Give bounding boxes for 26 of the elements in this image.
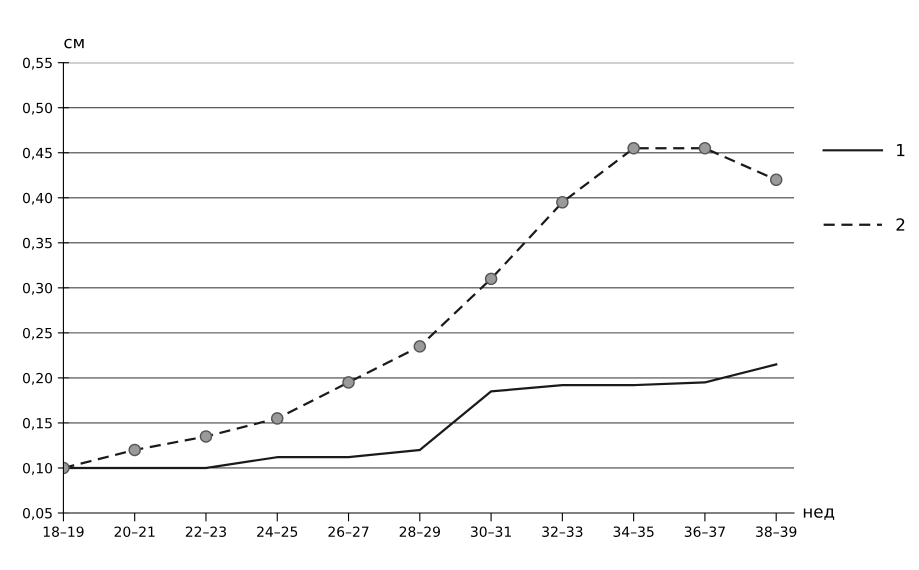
y-axis-title: см bbox=[64, 38, 84, 48]
y-tick-label: 0,40 bbox=[22, 192, 52, 205]
x-axis-title: нед bbox=[804, 508, 834, 520]
x-tick-label: 30–31 bbox=[470, 526, 511, 537]
y-tick-label: 0,35 bbox=[22, 238, 52, 250]
x-tick-label: 36–37 bbox=[684, 526, 725, 537]
y-tick-label: 0,25 bbox=[22, 328, 52, 340]
legend-label: 1 bbox=[897, 144, 904, 156]
x-tick-label: 28–29 bbox=[400, 526, 440, 537]
y-tick-label: 0,10 bbox=[22, 462, 52, 475]
y-tick-label: 0,45 bbox=[22, 148, 52, 160]
y-tick-label: 0,55 bbox=[22, 58, 52, 70]
y-tick-label: 0,20 bbox=[22, 372, 52, 385]
x-tick-label: 22–23 bbox=[186, 526, 226, 537]
y-tick-label: 0,05 bbox=[22, 508, 52, 520]
x-tick-label: 18–19 bbox=[44, 526, 84, 537]
x-tick-label: 20–21 bbox=[114, 526, 155, 537]
x-tick-label: 38–39 bbox=[756, 526, 796, 537]
legend-label: 2 bbox=[896, 218, 904, 231]
x-tick-label: 32–33 bbox=[542, 526, 582, 537]
y-tick-label: 0,15 bbox=[22, 418, 52, 430]
x-tick-label: 26–27 bbox=[328, 526, 368, 537]
x-tick-label: 34–35 bbox=[614, 526, 654, 537]
y-tick-label: 0,30 bbox=[22, 282, 52, 295]
x-tick-label: 24–25 bbox=[257, 526, 298, 537]
y-tick-label: 0,50 bbox=[22, 102, 52, 115]
